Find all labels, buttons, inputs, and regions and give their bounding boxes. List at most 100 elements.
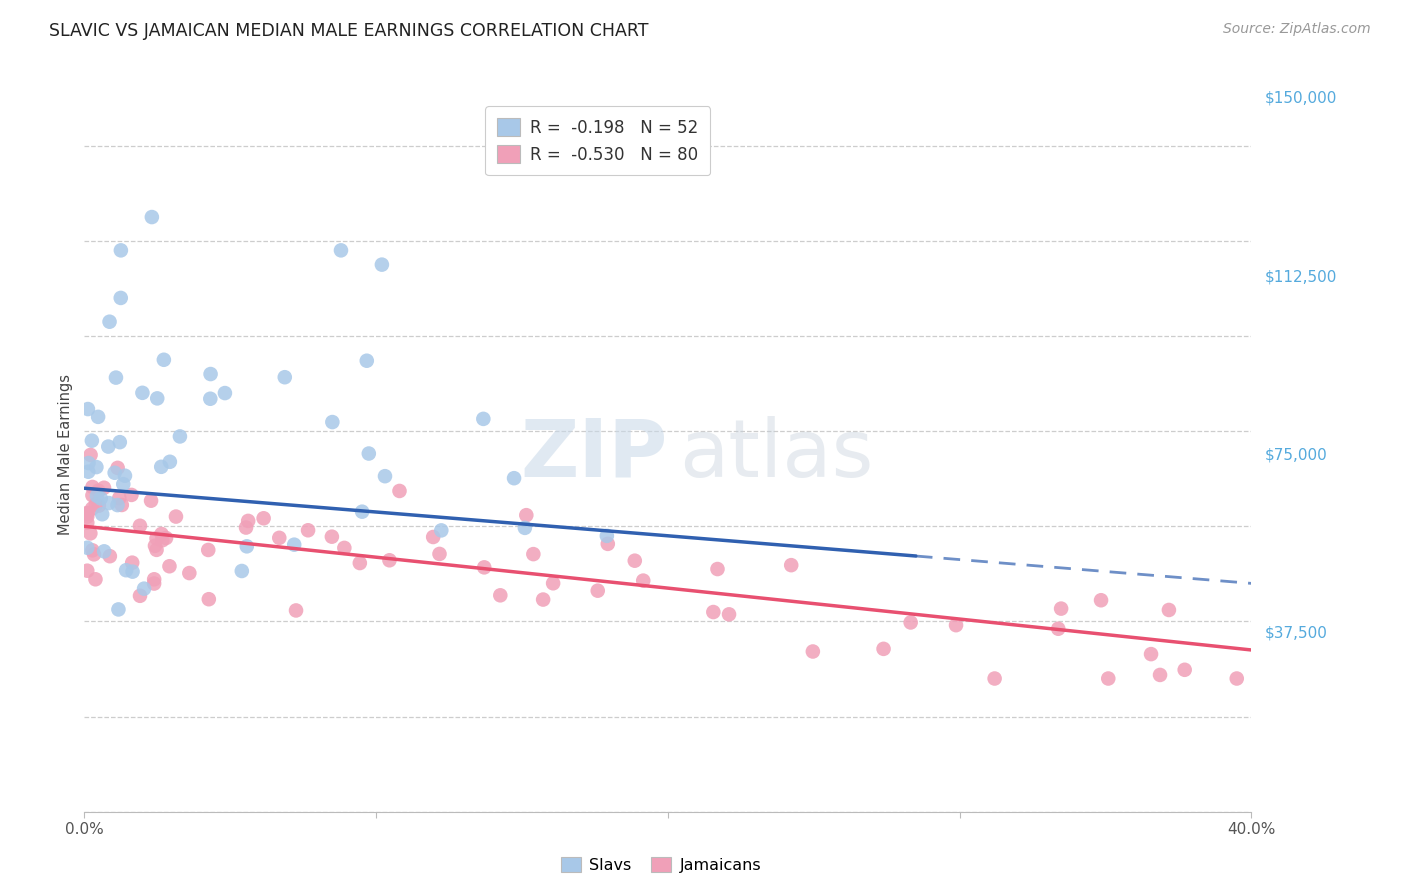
Text: $150,000: $150,000 <box>1265 91 1337 105</box>
Point <box>86 460 108 475</box>
Point <box>429 547 451 561</box>
Point <box>285 603 308 617</box>
Point <box>472 412 495 426</box>
Point <box>97 496 120 510</box>
Point <box>76 564 98 578</box>
Point <box>522 547 544 561</box>
Point <box>98 549 121 564</box>
Point <box>86 489 108 503</box>
Point <box>489 588 512 602</box>
Point <box>93 481 115 495</box>
Point <box>422 530 444 544</box>
Text: $75,000: $75,000 <box>1265 448 1329 462</box>
Point <box>79 526 101 541</box>
Point <box>238 514 260 528</box>
Point <box>503 471 526 485</box>
Point <box>1097 672 1119 686</box>
Point <box>93 544 115 558</box>
Point <box>77 465 100 479</box>
Point <box>356 353 378 368</box>
Point <box>145 542 167 557</box>
Point <box>159 559 181 574</box>
Point <box>1050 601 1073 615</box>
Point <box>236 539 259 553</box>
Point <box>115 563 138 577</box>
Point <box>108 435 131 450</box>
Text: ZIP: ZIP <box>520 416 668 494</box>
Point <box>80 434 103 448</box>
Point <box>198 592 221 607</box>
Point <box>197 543 219 558</box>
Point <box>513 521 536 535</box>
Point <box>98 315 121 329</box>
Point <box>357 446 380 460</box>
Point <box>333 541 356 555</box>
Point <box>104 370 127 384</box>
Point <box>150 527 173 541</box>
Point <box>541 576 564 591</box>
Point <box>139 493 162 508</box>
Point <box>801 644 824 658</box>
Point <box>76 541 98 555</box>
Point <box>107 602 129 616</box>
Point <box>1157 603 1180 617</box>
Point <box>77 456 100 470</box>
Point <box>374 469 396 483</box>
Point <box>76 516 98 530</box>
Point <box>214 386 236 401</box>
Point <box>179 566 201 580</box>
Point <box>150 459 173 474</box>
Point <box>702 605 724 619</box>
Text: $37,500: $37,500 <box>1265 626 1329 640</box>
Point <box>87 483 110 498</box>
Point <box>900 615 922 630</box>
Point <box>141 210 163 224</box>
Point <box>150 533 173 548</box>
Point <box>121 565 143 579</box>
Legend: R =  -0.198   N = 52, R =  -0.530   N = 80: R = -0.198 N = 52, R = -0.530 N = 80 <box>485 106 710 176</box>
Point <box>129 518 152 533</box>
Point <box>153 352 176 367</box>
Point <box>352 505 374 519</box>
Point <box>231 564 253 578</box>
Point <box>91 508 114 522</box>
Point <box>145 531 167 545</box>
Point <box>159 455 181 469</box>
Point <box>83 547 105 561</box>
Point <box>872 641 894 656</box>
Point <box>84 572 107 586</box>
Point <box>108 491 131 505</box>
Point <box>155 531 177 545</box>
Point <box>274 370 297 384</box>
Point <box>111 498 134 512</box>
Point <box>983 672 1005 686</box>
Point <box>321 530 343 544</box>
Point <box>146 392 169 406</box>
Point <box>107 498 129 512</box>
Point <box>1226 672 1249 686</box>
Point <box>121 556 143 570</box>
Point <box>76 506 98 520</box>
Point <box>945 618 967 632</box>
Point <box>87 409 110 424</box>
Point <box>169 429 191 443</box>
Point <box>77 402 100 417</box>
Point <box>371 258 394 272</box>
Point <box>143 576 166 591</box>
Point <box>200 367 222 381</box>
Point <box>596 537 619 551</box>
Point <box>718 607 741 622</box>
Point <box>706 562 728 576</box>
Point <box>87 499 110 513</box>
Point <box>143 539 166 553</box>
Point <box>97 440 120 454</box>
Point <box>82 488 104 502</box>
Point <box>200 392 222 406</box>
Point <box>90 491 112 506</box>
Point <box>631 574 654 588</box>
Text: atlas: atlas <box>679 416 875 494</box>
Point <box>79 448 101 462</box>
Point <box>1090 593 1112 607</box>
Point <box>269 531 291 545</box>
Point <box>1047 622 1070 636</box>
